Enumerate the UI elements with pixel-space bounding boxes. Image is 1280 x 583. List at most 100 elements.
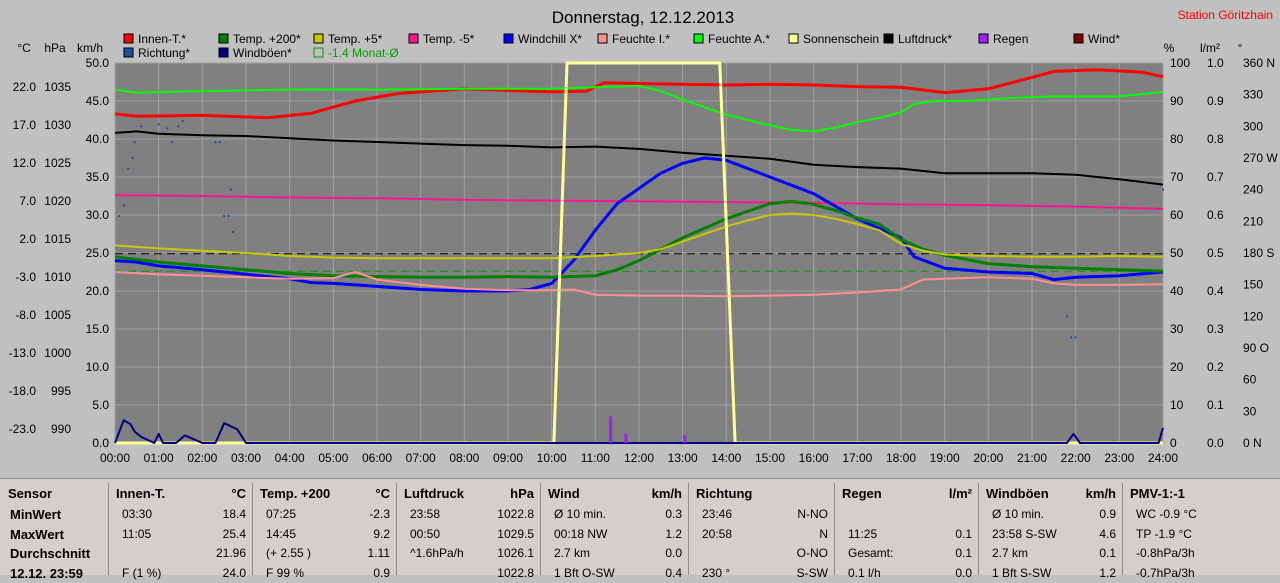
stats-column-title: PMV-1:-1 bbox=[1122, 483, 1280, 505]
tick-hpa: 1010 bbox=[44, 270, 71, 284]
stats-cell-label: 1 Bft O-SW bbox=[554, 564, 615, 583]
stats-cell-value: 4.6 bbox=[1099, 525, 1116, 545]
stats-cell-label: 2.7 km bbox=[992, 544, 1028, 564]
wind-direction-point bbox=[1066, 315, 1068, 317]
tick-rain: 0.9 bbox=[1207, 94, 1224, 108]
wind-direction-point bbox=[177, 125, 179, 127]
tick-pct: 10 bbox=[1170, 398, 1184, 412]
tick-deg: 30 bbox=[1243, 404, 1257, 418]
stats-cell-label: Ø 10 min. bbox=[554, 505, 606, 525]
wind-direction-point bbox=[219, 141, 221, 143]
stats-column-unit: °C bbox=[231, 483, 246, 505]
tick-kmh: 25.0 bbox=[86, 246, 110, 260]
legend-label: Temp. +200* bbox=[233, 32, 301, 46]
right-unit: ° bbox=[1238, 41, 1243, 55]
stats-cell-label: -0.7hPa/3h bbox=[1136, 564, 1195, 583]
stats-column-unit: °C bbox=[375, 483, 390, 505]
tick-hpa: 1005 bbox=[44, 308, 71, 322]
stats-row: 1 Bft S-SW 1.2 bbox=[978, 564, 1122, 583]
tick-deg: 240 bbox=[1243, 183, 1263, 197]
legend-label: Windböen* bbox=[233, 46, 292, 60]
row-label-avg: Durchschnitt bbox=[0, 544, 108, 564]
wind-direction-point bbox=[182, 120, 184, 122]
legend-swatch bbox=[124, 48, 133, 57]
stats-column-unit: hPa bbox=[510, 483, 534, 505]
stats-cell-value: O-NO bbox=[797, 544, 828, 564]
tick-pct: 40 bbox=[1170, 284, 1184, 298]
stats-column-unit: km/h bbox=[1086, 483, 1116, 505]
stats-cell-label: 07:25 bbox=[266, 505, 296, 525]
stats-row: -0.7hPa/3h bbox=[1122, 564, 1280, 583]
tick-kmh: 40.0 bbox=[86, 132, 110, 146]
tick-time: 18:00 bbox=[886, 451, 916, 465]
stats-row: 1 Bft O-SW 0.4 bbox=[540, 564, 688, 583]
tick-deg: 60 bbox=[1243, 373, 1257, 387]
legend-label: Luftdruck* bbox=[898, 32, 952, 46]
tick-hpa: 1025 bbox=[44, 156, 71, 170]
wind-direction-point bbox=[223, 215, 225, 217]
tick-kmh: 0.0 bbox=[92, 436, 109, 450]
tick-pct: 100 bbox=[1170, 56, 1190, 70]
tick-hpa: 1035 bbox=[44, 80, 71, 94]
stats-cell-label: ^1.6hPa/h bbox=[410, 544, 464, 564]
legend-label: Temp. +5* bbox=[328, 32, 383, 46]
tick-kmh: 15.0 bbox=[86, 322, 110, 336]
tick-kmh: 50.0 bbox=[86, 56, 110, 70]
stats-cell-value: 0.9 bbox=[373, 564, 390, 583]
rain-bar bbox=[683, 435, 686, 443]
tick-temp: 12.0 bbox=[13, 156, 37, 170]
tick-time: 06:00 bbox=[362, 451, 392, 465]
tick-temp: -3.0 bbox=[15, 270, 36, 284]
tick-deg: 90 O bbox=[1243, 341, 1269, 355]
stats-panel: Sensor MinWert MaxWert Durchschnitt 12.1… bbox=[0, 478, 1280, 575]
stats-column-title: Richtung bbox=[688, 483, 834, 505]
tick-pct: 70 bbox=[1170, 170, 1184, 184]
stats-cell-label: 11:25 bbox=[848, 525, 877, 545]
row-label-max: MaxWert bbox=[0, 525, 108, 545]
wind-direction-point bbox=[123, 205, 125, 207]
left-unit: km/h bbox=[77, 41, 103, 55]
tick-temp: 17.0 bbox=[13, 118, 37, 132]
tick-rain: 0.8 bbox=[1207, 132, 1224, 146]
tick-temp: -18.0 bbox=[9, 384, 37, 398]
stats-row: Gesamt:0.1 bbox=[834, 544, 978, 564]
stats-cell-label: 14:45 bbox=[266, 525, 296, 545]
wind-direction-point bbox=[1075, 336, 1077, 338]
wind-direction-point bbox=[118, 215, 120, 217]
legend-swatch bbox=[884, 34, 893, 43]
tick-hpa: 995 bbox=[51, 384, 71, 398]
stats-cell-label: 00:18 NW bbox=[554, 525, 607, 545]
legend-label: Wind* bbox=[1088, 32, 1120, 46]
stats-row: TP -1.9 °C bbox=[1122, 525, 1280, 545]
stats-cell-value: 1.2 bbox=[1099, 564, 1116, 583]
right-unit: % bbox=[1164, 41, 1175, 55]
stats-cell-label: 1 Bft S-SW bbox=[992, 564, 1051, 583]
wind-direction-point bbox=[131, 157, 133, 159]
tick-time: 11:00 bbox=[581, 451, 610, 465]
tick-rain: 0.4 bbox=[1207, 284, 1224, 298]
legend-swatch bbox=[694, 34, 703, 43]
tick-temp: -23.0 bbox=[9, 422, 37, 436]
legend-swatch bbox=[314, 34, 323, 43]
stats-column-unit: l/m² bbox=[949, 483, 972, 505]
tick-time: 24:00 bbox=[1148, 451, 1178, 465]
legend-label: Innen-T.* bbox=[138, 32, 186, 46]
tick-rain: 0.2 bbox=[1207, 360, 1224, 374]
stats-cell-value: 0.4 bbox=[665, 564, 682, 583]
tick-deg: 180 S bbox=[1243, 246, 1274, 260]
stats-row: O-NO bbox=[688, 544, 834, 564]
legend-label: Temp. -5* bbox=[423, 32, 475, 46]
tick-rain: 0.5 bbox=[1207, 246, 1224, 260]
tick-time: 10:00 bbox=[537, 451, 567, 465]
tick-pct: 50 bbox=[1170, 246, 1184, 260]
stats-cell-label: 03:30 bbox=[122, 505, 152, 525]
